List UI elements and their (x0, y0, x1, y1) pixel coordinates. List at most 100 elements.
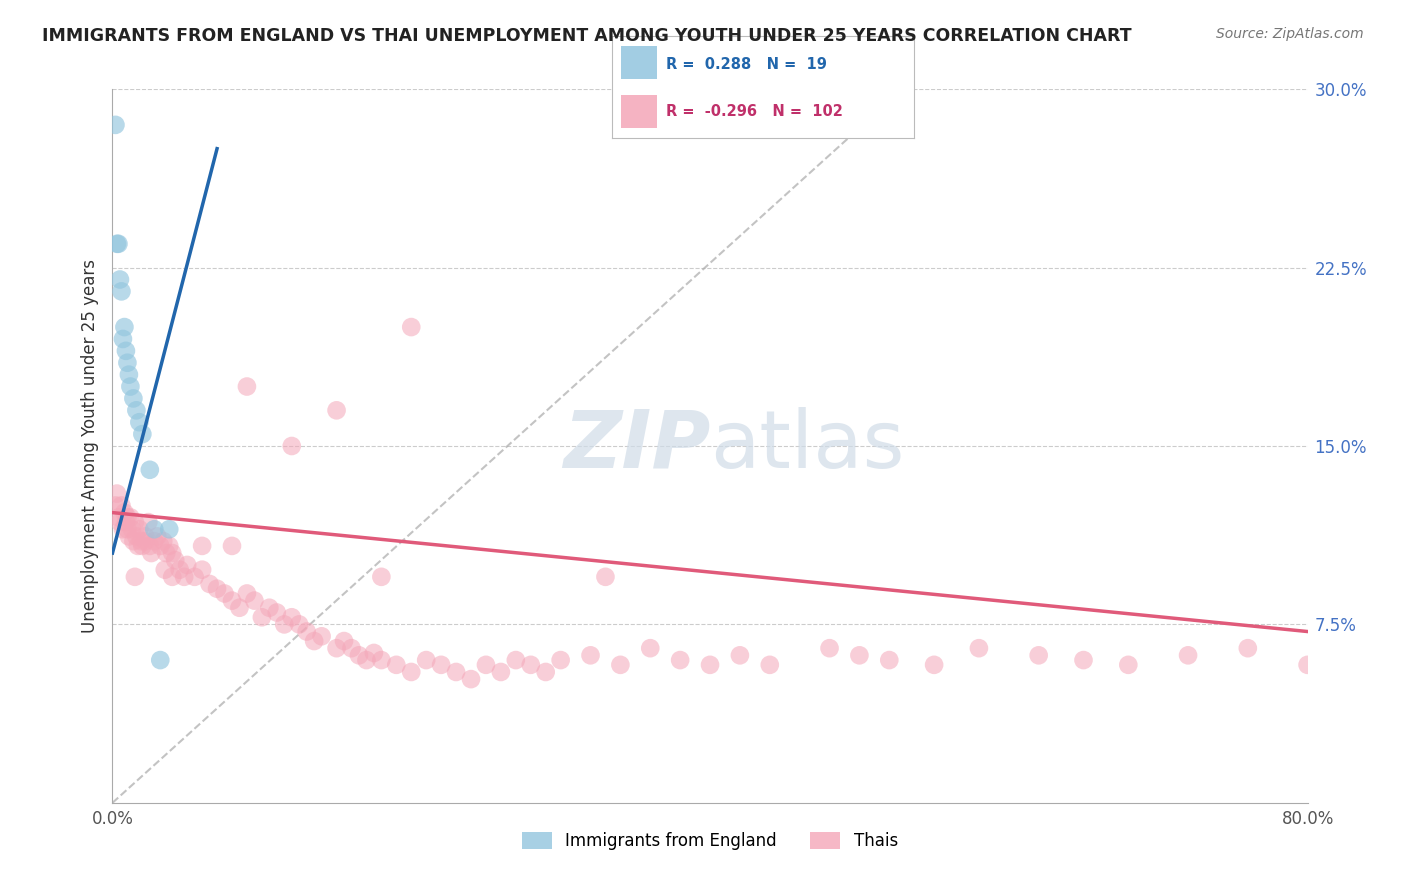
Point (111, 332, 134, 346)
Point (385, 657, 408, 672)
Point (143, 522, 166, 536)
Bar (620, 45, 657, 78)
Point (115, 515, 138, 529)
Point (281, 439, 304, 453)
Point (105, 236, 128, 251)
Point (127, 539, 149, 553)
Point (124, 515, 146, 529)
Point (128, 522, 150, 536)
Point (118, 529, 141, 543)
Point (152, 534, 174, 549)
Point (609, 657, 631, 672)
Point (110, 285, 132, 299)
Point (155, 546, 177, 560)
Point (214, 586, 236, 600)
Point (122, 392, 145, 406)
Point (173, 570, 195, 584)
Point (475, 657, 498, 672)
Point (169, 563, 191, 577)
Point (165, 553, 187, 567)
Point (149, 653, 172, 667)
Legend: Immigrants from England, Thais: Immigrants from England, Thais (513, 824, 907, 859)
Point (333, 634, 356, 648)
Text: IMMIGRANTS FROM ENGLAND VS THAI UNEMPLOYMENT AMONG YOUTH UNDER 25 YEARS CORRELAT: IMMIGRANTS FROM ENGLAND VS THAI UNEMPLOY… (42, 27, 1132, 45)
Point (489, 665, 512, 679)
Point (157, 522, 180, 536)
Point (1073, 653, 1095, 667)
Point (295, 624, 318, 639)
Point (121, 522, 143, 536)
Point (288, 617, 311, 632)
Point (311, 629, 333, 643)
Point (146, 529, 169, 543)
Point (728, 648, 751, 663)
Point (128, 415, 150, 429)
Point (401, 665, 423, 679)
Point (1118, 657, 1140, 672)
Point (117, 356, 139, 370)
Point (131, 539, 153, 553)
Point (108, 272, 131, 286)
Point (356, 653, 378, 667)
Point (131, 427, 153, 442)
Point (124, 570, 146, 584)
Y-axis label: Unemployment Among Youth under 25 years: Unemployment Among Youth under 25 years (80, 259, 98, 633)
Point (325, 403, 347, 417)
Point (302, 634, 325, 648)
Point (118, 368, 141, 382)
Point (347, 648, 370, 663)
Point (534, 665, 557, 679)
Point (759, 657, 782, 672)
Point (139, 463, 162, 477)
Point (191, 563, 214, 577)
Text: R =  -0.296   N =  102: R = -0.296 N = 102 (666, 104, 844, 120)
Point (325, 641, 347, 656)
Point (110, 499, 132, 513)
Point (205, 582, 228, 596)
Point (550, 653, 572, 667)
Point (370, 653, 392, 667)
Point (401, 320, 423, 334)
Point (699, 657, 721, 672)
Point (114, 320, 135, 334)
Point (1177, 648, 1199, 663)
Point (922, 657, 945, 672)
Point (157, 539, 180, 553)
Text: R =  0.288   N =  19: R = 0.288 N = 19 (666, 57, 827, 72)
Point (122, 534, 145, 549)
Point (430, 657, 453, 672)
Point (273, 617, 295, 632)
Point (149, 539, 172, 553)
Point (221, 593, 243, 607)
Point (1237, 641, 1260, 656)
Point (259, 600, 281, 615)
Point (141, 546, 163, 560)
Point (162, 570, 183, 584)
Point (191, 539, 214, 553)
Point (104, 118, 127, 132)
Point (129, 534, 152, 549)
Text: Source: ZipAtlas.com: Source: ZipAtlas.com (1216, 27, 1364, 41)
Point (115, 343, 138, 358)
Point (111, 522, 134, 536)
Point (228, 600, 250, 615)
Point (363, 646, 385, 660)
Point (139, 539, 162, 553)
Point (967, 641, 990, 656)
Point (104, 499, 127, 513)
Point (579, 648, 602, 663)
Point (143, 534, 166, 549)
Point (1028, 648, 1050, 663)
Point (444, 665, 467, 679)
Point (134, 529, 156, 543)
Point (415, 653, 437, 667)
Point (266, 606, 288, 620)
Point (250, 610, 273, 624)
Point (108, 515, 131, 529)
Point (640, 641, 662, 656)
Point (520, 657, 543, 672)
Point (183, 570, 205, 584)
Point (198, 577, 221, 591)
Point (120, 379, 142, 393)
Bar (620, 95, 657, 128)
